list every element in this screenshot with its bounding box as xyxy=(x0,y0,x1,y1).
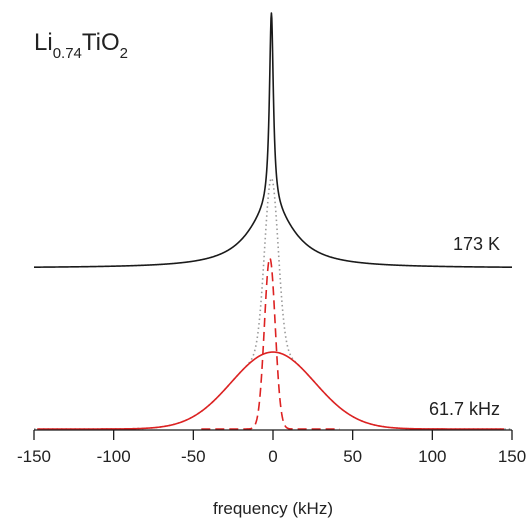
chart-title: Li0.74TiO2 xyxy=(34,29,128,62)
narrow-dashed-fit xyxy=(200,257,341,430)
x-tick-label-3: 0 xyxy=(268,447,277,466)
title-mid: TiO xyxy=(82,29,120,56)
x-tick-label-6: 150 xyxy=(498,447,526,466)
x-tick-label-4: 50 xyxy=(343,447,362,466)
title-base: Li xyxy=(34,29,53,56)
broad-gaussian-fit xyxy=(37,351,505,430)
x-tick-label-0: -150 xyxy=(17,447,51,466)
title-subscript-1: 0.74 xyxy=(53,45,82,62)
x-tick-label-1: -100 xyxy=(97,447,131,466)
x-axis-ticks: -150 -100 -50 0 50 100 150 xyxy=(17,430,526,466)
temperature-label: 173 K xyxy=(453,234,500,254)
linewidth-label: 61.7 kHz xyxy=(429,399,500,419)
x-axis-label: frequency (kHz) xyxy=(213,499,333,518)
curves-group xyxy=(33,12,513,430)
dotted-sum-trace xyxy=(33,177,513,430)
title-subscript-2: 2 xyxy=(120,45,128,62)
measured-spectrum-173k xyxy=(33,12,513,268)
x-tick-label-2: -50 xyxy=(181,447,206,466)
x-tick-label-5: 100 xyxy=(418,447,446,466)
